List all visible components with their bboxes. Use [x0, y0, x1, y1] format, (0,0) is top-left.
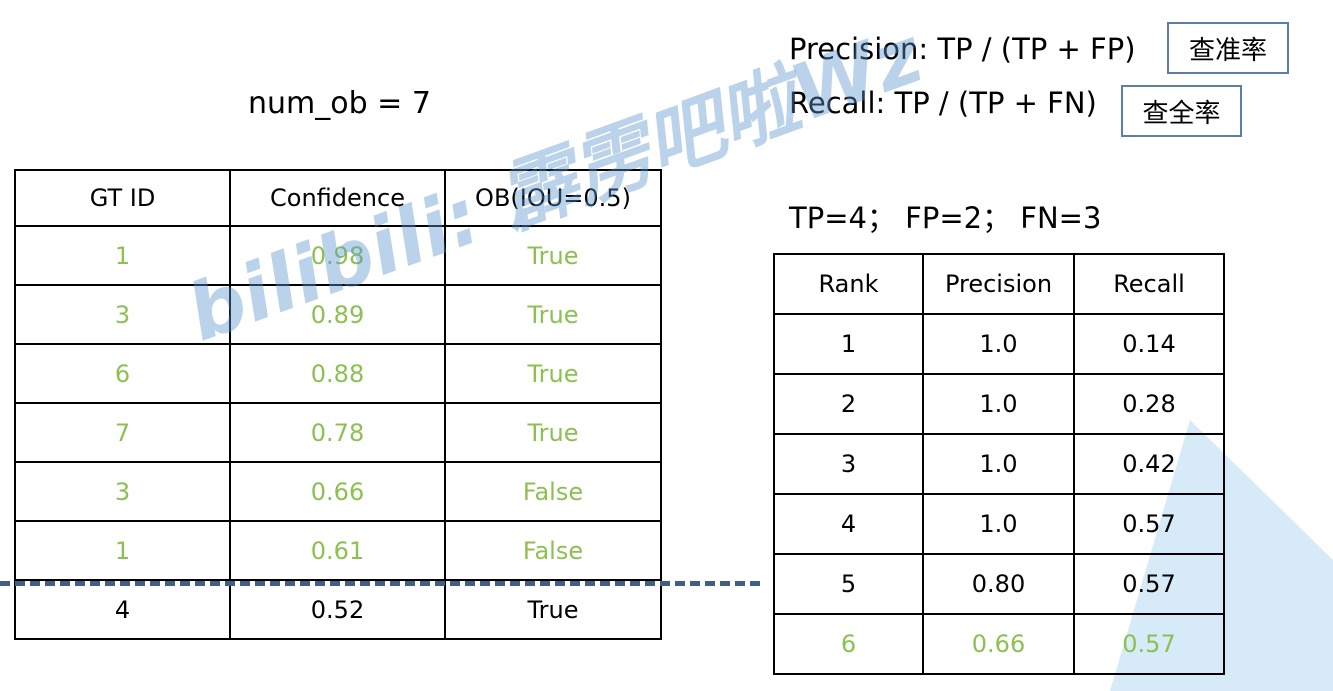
precision-cell: 1.0 — [922, 313, 1075, 375]
threshold-dashed-line — [0, 581, 760, 586]
table-row: 1 0.98 True — [14, 225, 662, 286]
header-ob: OB(IOU=0.5) — [444, 169, 662, 227]
num-ob-label: num_ob = 7 — [248, 86, 431, 121]
table-row: 6 0.66 0.57 — [773, 613, 1225, 675]
ob-cell: True — [444, 343, 662, 404]
header-rank: Rank — [773, 253, 924, 315]
table-row: 3 1.0 0.42 — [773, 433, 1225, 495]
precision-cell: 1.0 — [922, 493, 1075, 555]
recall-cell: 0.14 — [1073, 313, 1225, 375]
recall-cell: 0.28 — [1073, 373, 1225, 435]
confidence-cell: 0.61 — [229, 520, 446, 581]
ranking-header-row: Rank Precision Recall — [773, 253, 1225, 315]
gt-id-cell: 3 — [14, 284, 231, 345]
detections-table: GT ID Confidence OB(IOU=0.5) 1 0.98 True… — [14, 169, 662, 640]
gt-id-cell: 6 — [14, 343, 231, 404]
table-row: 6 0.88 True — [14, 343, 662, 404]
ob-cell: True — [444, 284, 662, 345]
rank-cell: 4 — [773, 493, 924, 555]
gt-id-cell: 1 — [14, 225, 231, 286]
precision-cell: 0.66 — [922, 613, 1075, 675]
recall-cell: 0.57 — [1073, 553, 1225, 615]
table-row: 4 1.0 0.57 — [773, 493, 1225, 555]
table-row: 5 0.80 0.57 — [773, 553, 1225, 615]
table-row: 1 1.0 0.14 — [773, 313, 1225, 375]
rank-cell: 3 — [773, 433, 924, 495]
confidence-cell: 0.52 — [229, 579, 446, 640]
detections-header-row: GT ID Confidence OB(IOU=0.5) — [14, 169, 662, 227]
table-row: 3 0.66 False — [14, 461, 662, 522]
table-row: 7 0.78 True — [14, 402, 662, 463]
recall-cn-label: 查全率 — [1121, 85, 1242, 137]
gt-id-cell: 1 — [14, 520, 231, 581]
confidence-cell: 0.98 — [229, 225, 446, 286]
table-row: 4 0.52 True — [14, 579, 662, 640]
gt-id-cell: 7 — [14, 402, 231, 463]
precision-cell: 0.80 — [922, 553, 1075, 615]
confidence-cell: 0.78 — [229, 402, 446, 463]
ob-cell: False — [444, 461, 662, 522]
rank-cell: 1 — [773, 313, 924, 375]
confidence-cell: 0.89 — [229, 284, 446, 345]
header-confidence: Confidence — [229, 169, 446, 227]
table-row: 3 0.89 True — [14, 284, 662, 345]
precision-cell: 1.0 — [922, 373, 1075, 435]
recall-cell: 0.57 — [1073, 613, 1225, 675]
ob-cell: True — [444, 402, 662, 463]
recall-cell: 0.57 — [1073, 493, 1225, 555]
header-gt-id: GT ID — [14, 169, 231, 227]
header-precision: Precision — [922, 253, 1075, 315]
gt-id-cell: 4 — [14, 579, 231, 640]
confidence-cell: 0.88 — [229, 343, 446, 404]
precision-cn-label: 查准率 — [1167, 22, 1289, 74]
recall-cell: 0.42 — [1073, 433, 1225, 495]
table-row: 2 1.0 0.28 — [773, 373, 1225, 435]
gt-id-cell: 3 — [14, 461, 231, 522]
tp-fp-fn-counts: TP=4； FP=2； FN=3 — [789, 201, 1102, 235]
ob-cell: True — [444, 225, 662, 286]
ob-cell: True — [444, 579, 662, 640]
header-recall: Recall — [1073, 253, 1225, 315]
table-row: 1 0.61 False — [14, 520, 662, 581]
rank-cell: 6 — [773, 613, 924, 675]
rank-cell: 2 — [773, 373, 924, 435]
recall-formula: Recall: TP / (TP + FN) — [789, 86, 1097, 120]
ranking-table: Rank Precision Recall 1 1.0 0.14 2 1.0 0… — [773, 253, 1225, 675]
precision-cell: 1.0 — [922, 433, 1075, 495]
rank-cell: 5 — [773, 553, 924, 615]
ob-cell: False — [444, 520, 662, 581]
precision-formula: Precision: TP / (TP + FP) — [789, 32, 1136, 66]
confidence-cell: 0.66 — [229, 461, 446, 522]
